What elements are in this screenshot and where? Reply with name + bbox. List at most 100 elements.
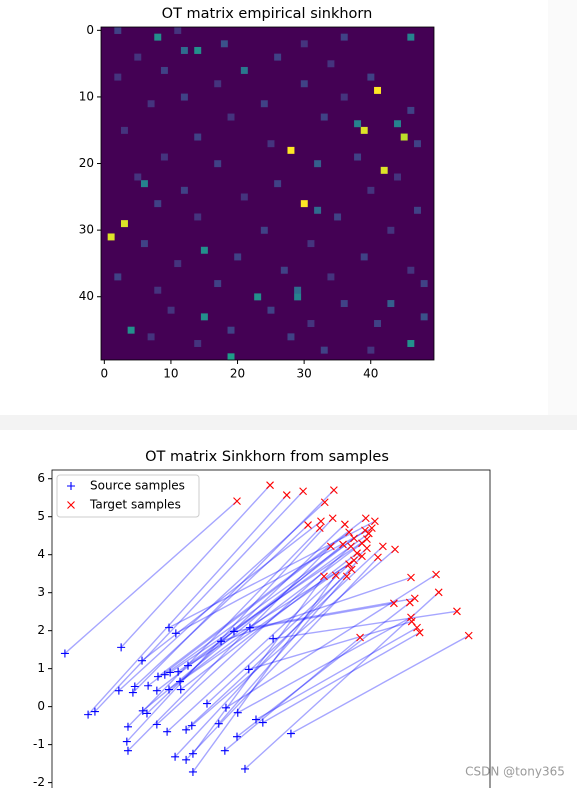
y-tick-label: 0 <box>86 23 94 37</box>
point <box>160 670 169 679</box>
transport-link <box>255 627 418 721</box>
point <box>123 746 132 755</box>
legend-marker <box>67 482 75 490</box>
heat-cell <box>380 166 388 174</box>
heat-cell <box>300 200 308 208</box>
point <box>183 661 192 670</box>
point <box>410 594 419 603</box>
point <box>165 685 174 694</box>
y-tick-label: -1 <box>33 737 45 751</box>
y-tick-label: 0 <box>37 699 45 713</box>
point <box>329 486 338 495</box>
heat-cell <box>180 186 188 194</box>
point <box>165 623 174 632</box>
heat-cell <box>340 33 348 41</box>
heat-cell <box>354 153 362 161</box>
transport-link <box>218 575 348 725</box>
plot-area <box>101 27 434 360</box>
point <box>166 668 175 677</box>
x-tick-label: 20 <box>230 367 245 381</box>
heat-cell <box>140 240 148 248</box>
frame <box>100 26 435 361</box>
heat-cell <box>260 100 268 108</box>
legend-marker <box>67 501 75 509</box>
point <box>282 491 291 499</box>
point <box>60 649 69 658</box>
heat-cell <box>267 306 275 314</box>
point <box>342 572 351 581</box>
transport-link <box>237 616 412 714</box>
point <box>258 718 267 727</box>
heat-cell <box>294 286 302 294</box>
heat-cell <box>367 346 375 354</box>
heat-cell <box>320 113 328 121</box>
point <box>361 514 370 523</box>
heat-cell <box>140 180 148 188</box>
point <box>320 498 329 507</box>
point <box>374 553 382 562</box>
heat-cell <box>120 220 128 228</box>
heat-cell <box>107 233 115 241</box>
heat-cell <box>407 266 415 274</box>
heat-cell <box>134 173 142 181</box>
point <box>214 719 223 728</box>
heat-cell <box>414 206 421 214</box>
point <box>187 721 196 730</box>
heat-cell <box>214 160 222 168</box>
chart-title: OT matrix empirical sinkhorn <box>162 6 373 22</box>
heat-cell <box>154 200 162 208</box>
transport-link <box>120 484 271 648</box>
heat-cell <box>194 213 202 221</box>
transport-link <box>94 490 304 713</box>
heat-cell <box>220 40 228 48</box>
point <box>138 656 147 665</box>
point <box>328 514 337 523</box>
transport-link <box>187 563 350 667</box>
y-tick-label: -2 <box>33 775 45 788</box>
y-tick-label: 3 <box>37 585 45 599</box>
side-margin <box>548 0 577 415</box>
y-tick-label: 20 <box>79 156 94 170</box>
heat-cell <box>360 126 368 134</box>
transport-link <box>224 636 361 752</box>
heat-cell <box>420 313 428 321</box>
heat-cell <box>114 273 122 281</box>
heat-cell <box>200 313 208 321</box>
point <box>317 517 325 526</box>
heat-cell <box>340 300 348 308</box>
transport-link <box>132 489 335 694</box>
point <box>367 524 376 533</box>
y-tick-label: 1 <box>37 661 45 675</box>
heat-cell <box>367 73 375 81</box>
point <box>84 710 93 719</box>
heat-cell <box>407 340 415 347</box>
frame <box>51 469 491 788</box>
point <box>130 682 139 691</box>
point <box>221 703 230 712</box>
plots: 0 10 20 30 40 0 10 20 30 40 -2 -1 0 1 2 3 4 5 6 Source samp… <box>33 23 491 788</box>
watermark: CSDN @tony365 <box>465 765 565 779</box>
transport-link <box>185 545 384 731</box>
heat-cell <box>260 226 268 234</box>
heat-cell <box>234 253 242 261</box>
heat-cell <box>114 27 122 34</box>
legend-label: Source samples <box>90 479 185 493</box>
point <box>128 688 137 697</box>
point <box>434 588 443 597</box>
point <box>432 570 440 579</box>
heat-cell <box>294 293 302 301</box>
point <box>390 599 398 608</box>
point <box>266 481 274 490</box>
point <box>240 764 249 773</box>
point <box>331 571 340 580</box>
transport-link <box>87 494 288 716</box>
transport-link <box>191 548 396 727</box>
heat-cell <box>160 153 168 161</box>
point <box>391 545 399 554</box>
point <box>233 708 242 717</box>
point <box>123 722 132 731</box>
heat-cell <box>240 193 248 201</box>
heat-cell <box>267 140 275 148</box>
y-tick-label: 4 <box>37 547 45 561</box>
